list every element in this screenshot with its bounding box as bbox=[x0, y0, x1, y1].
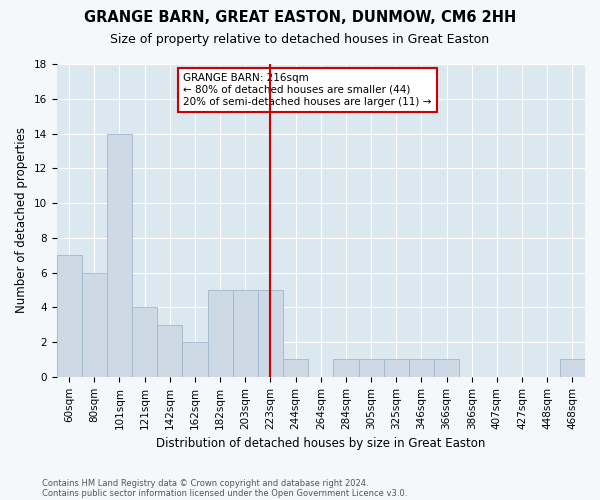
Bar bbox=[383, 360, 409, 377]
Text: GRANGE BARN, GREAT EASTON, DUNMOW, CM6 2HH: GRANGE BARN, GREAT EASTON, DUNMOW, CM6 2… bbox=[84, 10, 516, 25]
Bar bbox=[233, 290, 258, 377]
Text: Size of property relative to detached houses in Great Easton: Size of property relative to detached ho… bbox=[110, 32, 490, 46]
Y-axis label: Number of detached properties: Number of detached properties bbox=[15, 128, 28, 314]
Text: Contains HM Land Registry data © Crown copyright and database right 2024.: Contains HM Land Registry data © Crown c… bbox=[42, 478, 368, 488]
Bar bbox=[107, 134, 132, 377]
Bar bbox=[132, 308, 157, 377]
Bar bbox=[182, 342, 208, 377]
Bar bbox=[56, 255, 82, 377]
Bar bbox=[82, 272, 107, 377]
Bar bbox=[157, 324, 182, 377]
X-axis label: Distribution of detached houses by size in Great Easton: Distribution of detached houses by size … bbox=[156, 437, 485, 450]
Bar bbox=[334, 360, 359, 377]
Bar bbox=[560, 360, 585, 377]
Text: GRANGE BARN: 216sqm
← 80% of detached houses are smaller (44)
20% of semi-detach: GRANGE BARN: 216sqm ← 80% of detached ho… bbox=[184, 74, 432, 106]
Bar bbox=[359, 360, 383, 377]
Bar bbox=[434, 360, 459, 377]
Bar bbox=[258, 290, 283, 377]
Text: Contains public sector information licensed under the Open Government Licence v3: Contains public sector information licen… bbox=[42, 488, 407, 498]
Bar bbox=[409, 360, 434, 377]
Bar bbox=[208, 290, 233, 377]
Bar bbox=[283, 360, 308, 377]
